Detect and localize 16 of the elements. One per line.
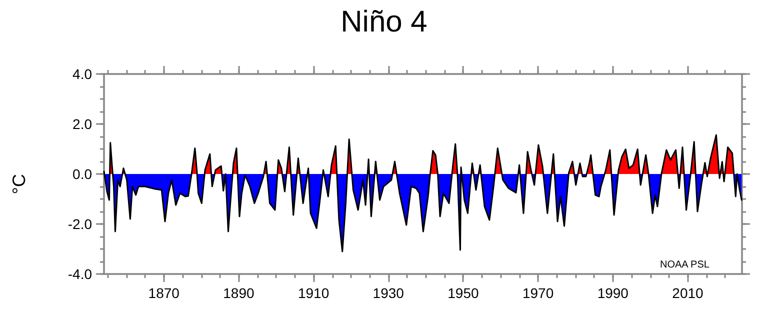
x-tick-label: 1890	[223, 285, 254, 301]
annotation: NOAA PSL	[660, 260, 710, 270]
y-tick-label: -4.0	[68, 266, 92, 282]
x-tick-label: 1990	[597, 285, 629, 301]
x-tick-label: 1970	[522, 285, 554, 301]
y-axis-title: °C	[9, 174, 29, 194]
y-tick-label: 4.0	[72, 66, 92, 82]
x-tick-label: 1950	[448, 285, 480, 301]
y-tick-label: 0.0	[72, 166, 92, 182]
x-tick-label: 2010	[672, 285, 704, 301]
x-tick-label: 1870	[148, 285, 180, 301]
x-tick-label: 1910	[298, 285, 330, 301]
chart-title: Niño 4	[340, 6, 428, 38]
y-tick-label: 2.0	[72, 116, 92, 132]
x-tick-label: 1930	[372, 285, 404, 301]
y-tick-label: -2.0	[68, 216, 92, 232]
